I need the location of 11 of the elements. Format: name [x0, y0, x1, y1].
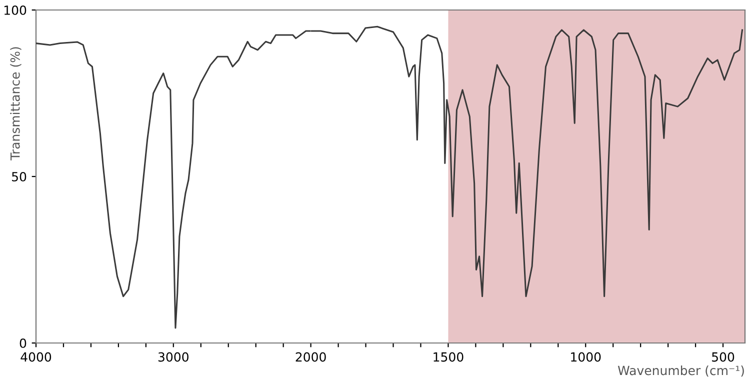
x-tick-label: 1500	[434, 352, 464, 362]
x-tick-label: 4000	[20, 352, 52, 362]
y-tick-label: 100	[4, 5, 26, 15]
x-tick-label: 3000	[158, 352, 188, 362]
x-tick-label: 2000	[296, 352, 326, 362]
x-axis-title: Wavenumber (cm⁻¹)	[618, 366, 744, 377]
y-axis-title: Transmittance (%)	[10, 47, 22, 160]
y-tick-label: 50	[12, 172, 26, 182]
x-tick-label: 1000	[571, 352, 601, 362]
x-tick-label: 500	[712, 352, 734, 362]
y-tick-label: 0	[20, 338, 26, 348]
